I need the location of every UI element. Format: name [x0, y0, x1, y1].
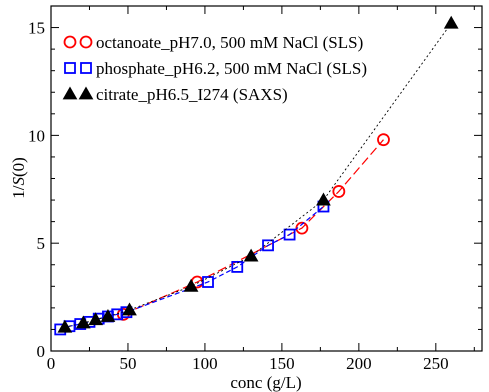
ticks-layer: 0 50 100 150 200 250 0 5 10 15 [28, 6, 482, 373]
legend-item: phosphate_pH6.2, 500 mM NaCl (SLS) [64, 59, 367, 78]
legend-marker [80, 62, 92, 74]
data-point [443, 15, 459, 29]
x-tick-label: 100 [192, 354, 218, 373]
plot-frame [50, 5, 483, 352]
y-axis-label: 1/S(0) [9, 157, 28, 199]
series-layer [54, 15, 459, 336]
x-tick-label: 50 [119, 354, 136, 373]
data-point [183, 278, 199, 292]
y-axis-label-prefix: 1/ [9, 185, 28, 199]
legend: octanoate_pH7.0, 500 mM NaCl (SLS) phosph… [62, 33, 367, 104]
y-tick-label: 0 [37, 342, 46, 361]
data-point [75, 315, 91, 329]
data-point [262, 239, 274, 252]
data-point [316, 192, 331, 206]
legend-marker [79, 35, 93, 49]
data-point [202, 276, 214, 288]
legend-label: citrate_pH6.5_I274 (SAXS) [96, 85, 288, 104]
data-point [100, 308, 116, 322]
y-tick-label: 5 [37, 234, 46, 253]
data-point [122, 302, 137, 316]
series-3 [57, 15, 459, 333]
legend-marker [78, 86, 94, 100]
data-point [283, 228, 296, 241]
legend-label: phosphate_pH6.2, 500 mM NaCl (SLS) [96, 59, 367, 78]
legend-marker [62, 86, 78, 100]
y-axis-label-suffix: (0) [9, 157, 28, 177]
x-axis-label: conc (g/L) [230, 373, 301, 392]
x-tick-label: 0 [47, 354, 56, 373]
series-line [64, 22, 452, 328]
legend-marker [63, 35, 77, 49]
x-tick-label: 250 [423, 354, 449, 373]
data-point [88, 312, 104, 326]
y-tick-label: 10 [28, 126, 45, 145]
legend-item: octanoate_pH7.0, 500 mM NaCl (SLS) [63, 33, 363, 52]
data-point [332, 185, 346, 198]
data-point [57, 319, 73, 333]
legend-marker [64, 62, 76, 74]
series-line [123, 139, 384, 315]
series-line [60, 206, 324, 331]
x-tick-label: 150 [269, 354, 295, 373]
legend-label: octanoate_pH7.0, 500 mM NaCl (SLS) [96, 33, 363, 52]
x-tick-label: 200 [346, 354, 372, 373]
data-point [295, 221, 309, 235]
legend-item: citrate_pH6.5_I274 (SAXS) [62, 85, 288, 104]
data-point [377, 133, 390, 147]
y-tick-label: 15 [28, 19, 45, 38]
data-point [243, 248, 259, 262]
series-1 [116, 133, 390, 321]
y-axis-label-var: S [9, 177, 28, 186]
data-point [231, 261, 244, 273]
